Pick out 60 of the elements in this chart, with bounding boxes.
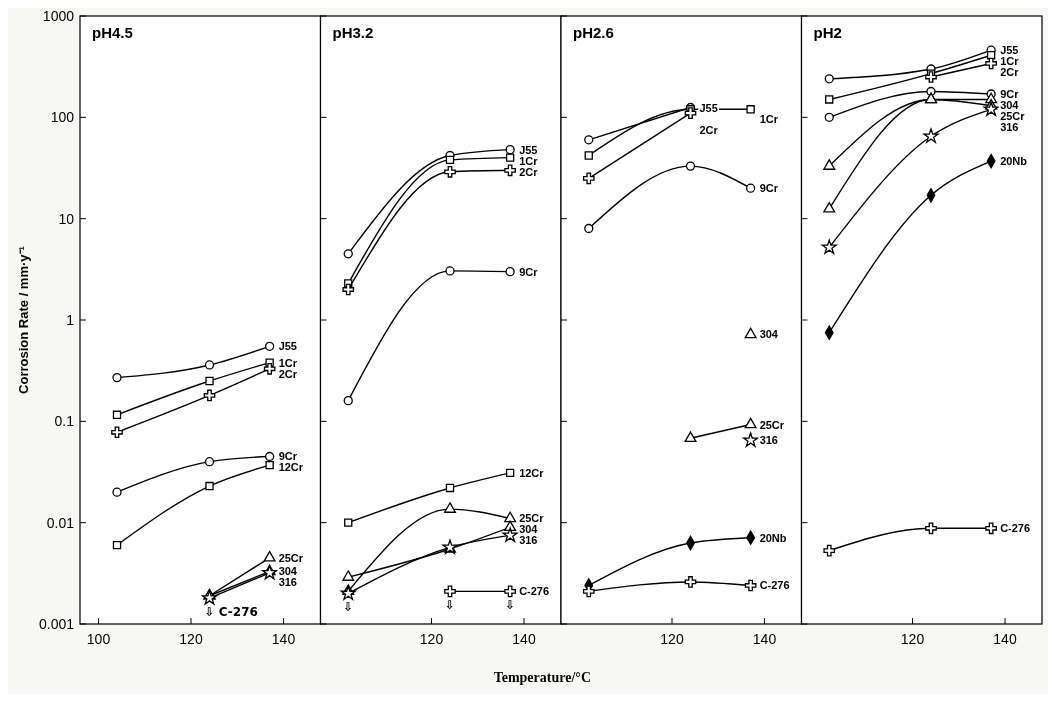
text: pH2.6 [573,24,614,41]
series-label: J55 [278,340,297,353]
series-label: 2Cr [519,165,539,178]
series-label: C-276 [1000,522,1031,535]
series-label: 316 [278,576,297,589]
series-label: 25Cr [519,512,545,525]
y-tick-label: 100 [50,109,75,126]
series-label: 20Nb [1000,155,1028,168]
x-axis-title: Temperature/°C [493,670,591,685]
series-label: 304 [278,565,298,578]
series-label: 20Nb [759,531,787,544]
series-label: 316 [759,434,778,447]
series-label: 12Cr [278,461,304,474]
y-axis-title: Corrosion Rate / mm·y⁻¹ [16,246,31,394]
series-label: 25Cr [1000,109,1026,122]
series-label: 1Cr [759,112,779,125]
x-tick-label: 120 [900,631,925,647]
y-tick-label: 1 [66,312,75,328]
series-label: 316 [519,534,538,547]
y-tick-label: 0.1 [54,413,75,430]
series-label: 2Cr [278,367,298,380]
series-label: 9Cr [278,450,298,463]
x-tick-label: 120 [419,631,444,647]
x-tick-label: 120 [660,631,684,647]
x-tick-label: 140 [752,631,777,647]
series-label: 304 [759,328,779,341]
series-label: 25Cr [278,551,304,564]
series-label: 9Cr [759,182,779,195]
annotation: ⇩ [505,598,516,613]
y-tick-label: 10 [58,210,75,227]
series-label: 316 [1000,120,1019,133]
annotation: ⇩ [445,598,456,613]
series-label: 12Cr [519,466,545,479]
series-label: 1Cr [1000,55,1020,68]
series-label: 9Cr [519,265,539,278]
text: pH2 [813,24,842,41]
series-label: C-276 [759,579,790,592]
series-label: 304 [519,523,539,536]
series-label: 9Cr [1000,87,1020,100]
x-tick-label: 100 [86,631,111,647]
annotation: ⇩ C-276 [204,605,258,620]
y-tick-label: 0.01 [46,514,75,531]
series-label: 25Cr [759,418,785,431]
series-label: C-276 [519,585,550,598]
text: pH4.5 [92,24,133,41]
y-tick-label: 0.001 [38,616,75,632]
x-tick-label: 140 [271,631,296,647]
y-tick-label: 1000 [42,8,75,24]
x-tick-label: 140 [993,631,1017,647]
series-label: 304 [1000,98,1020,111]
series-label: 1Cr [278,356,298,369]
annotation: ⇩ [343,600,354,615]
series-label: 2Cr [699,123,719,136]
x-tick-label: 120 [179,631,203,647]
series-label: 1Cr [519,154,539,167]
series-label: J55 [1000,44,1019,57]
series-label: 2Cr [1000,66,1020,79]
x-tick-label: 140 [512,631,536,647]
series-label: J55 [519,143,538,156]
text: pH3.2 [332,24,374,41]
